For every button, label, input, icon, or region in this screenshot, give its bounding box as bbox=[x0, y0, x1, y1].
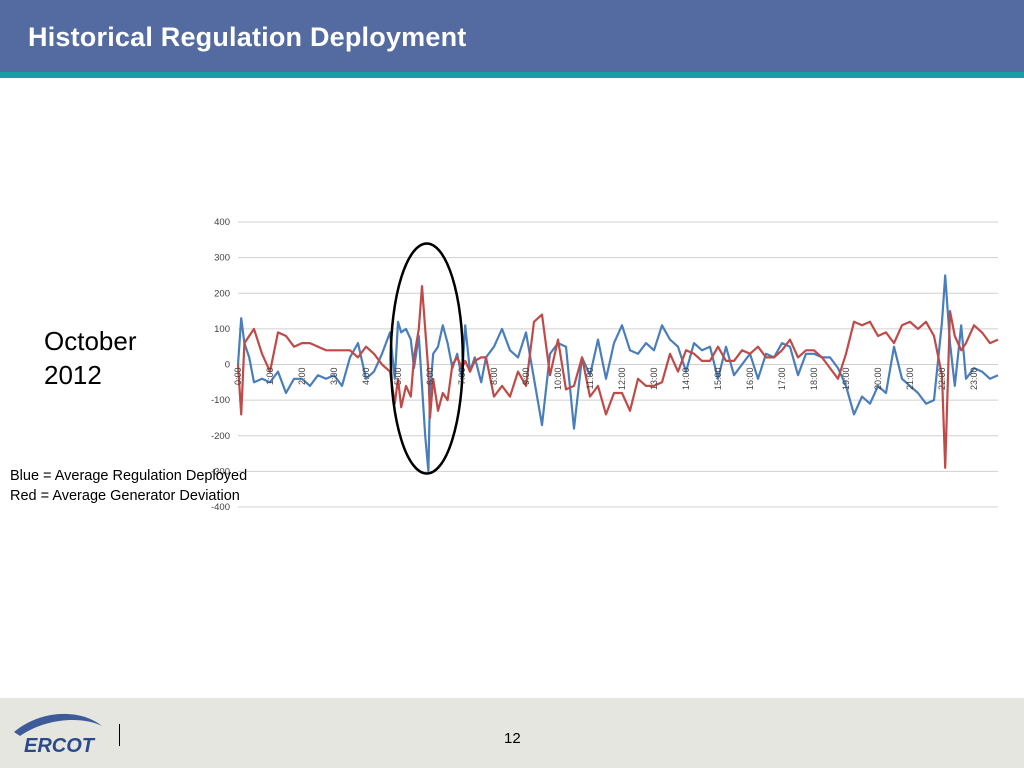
ytick-label-200: 200 bbox=[214, 288, 230, 299]
series-line-generator-deviation bbox=[236, 284, 999, 469]
xtick-label-12: 12:00 bbox=[617, 368, 627, 391]
xtick-label-1: 1:00 bbox=[265, 368, 275, 386]
xtick-label-11: 11:00 bbox=[585, 368, 595, 390]
slide-header: Historical Regulation Deployment bbox=[0, 0, 1024, 72]
period-month-label: October bbox=[44, 326, 137, 356]
xtick-label-0: 0:00 bbox=[233, 368, 243, 386]
ytick-label-100: 100 bbox=[214, 324, 230, 335]
xtick-label-6: 6:00 bbox=[425, 368, 435, 386]
xtick-label-21: 21:00 bbox=[905, 368, 915, 391]
slide-title: Historical Regulation Deployment bbox=[28, 22, 467, 52]
ytick-label-400: 400 bbox=[214, 217, 230, 228]
ytick-label--300: -300 bbox=[211, 466, 230, 477]
logo-text: ERCOT bbox=[24, 735, 96, 757]
xtick-label-14: 14:00 bbox=[681, 368, 691, 391]
page-number: 12 bbox=[504, 730, 521, 747]
legend-entry-blue: Blue = Average Regulation Deployed bbox=[10, 468, 248, 484]
ytick-label--200: -200 bbox=[211, 431, 230, 442]
xtick-label-23: 23:00 bbox=[969, 368, 979, 391]
xtick-label-2: 2:00 bbox=[297, 368, 307, 386]
xtick-label-17: 17:00 bbox=[777, 368, 787, 391]
series-line-regulation-deployed bbox=[236, 274, 999, 473]
xtick-label-4: 4:00 bbox=[361, 368, 371, 386]
xtick-label-22: 22:00 bbox=[937, 368, 947, 391]
ytick-label-300: 300 bbox=[214, 253, 230, 264]
xtick-label-19: 19:00 bbox=[841, 368, 851, 391]
regulation-line-chart: 400 300 200 100 0 -100 -200 -300 -400 0:00 1:00 2:0… bbox=[211, 217, 999, 513]
xtick-label-18: 18:00 bbox=[809, 368, 819, 391]
xtick-label-9: 9:00 bbox=[521, 368, 531, 386]
highlight-ellipse bbox=[389, 242, 465, 475]
ytick-label-0: 0 bbox=[225, 360, 230, 371]
ytick-label--400: -400 bbox=[211, 502, 230, 513]
xtick-label-13: 13:00 bbox=[649, 368, 659, 391]
ercot-logo: ERCOT bbox=[14, 713, 102, 757]
footer-divider bbox=[119, 724, 120, 746]
xtick-label-8: 8:00 bbox=[489, 368, 499, 386]
xtick-label-5: 5:00 bbox=[393, 368, 403, 386]
series-legend: Blue = Average Regulation Deployed Red =… bbox=[10, 466, 247, 506]
legend-entry-red: Red = Average Generator Deviation bbox=[10, 488, 240, 504]
xtick-label-15: 15:00 bbox=[713, 368, 723, 391]
xtick-label-16: 16:00 bbox=[745, 368, 755, 391]
ytick-label--100: -100 bbox=[211, 395, 230, 406]
xtick-label-10: 10:00 bbox=[553, 368, 563, 391]
period-year-label: 2012 bbox=[44, 360, 102, 390]
xtick-label-20: 20:00 bbox=[873, 368, 883, 391]
xtick-label-3: 3:00 bbox=[329, 368, 339, 386]
slide-footer: ERCOT 12 bbox=[0, 698, 1024, 768]
header-accent-rule bbox=[0, 72, 1024, 78]
